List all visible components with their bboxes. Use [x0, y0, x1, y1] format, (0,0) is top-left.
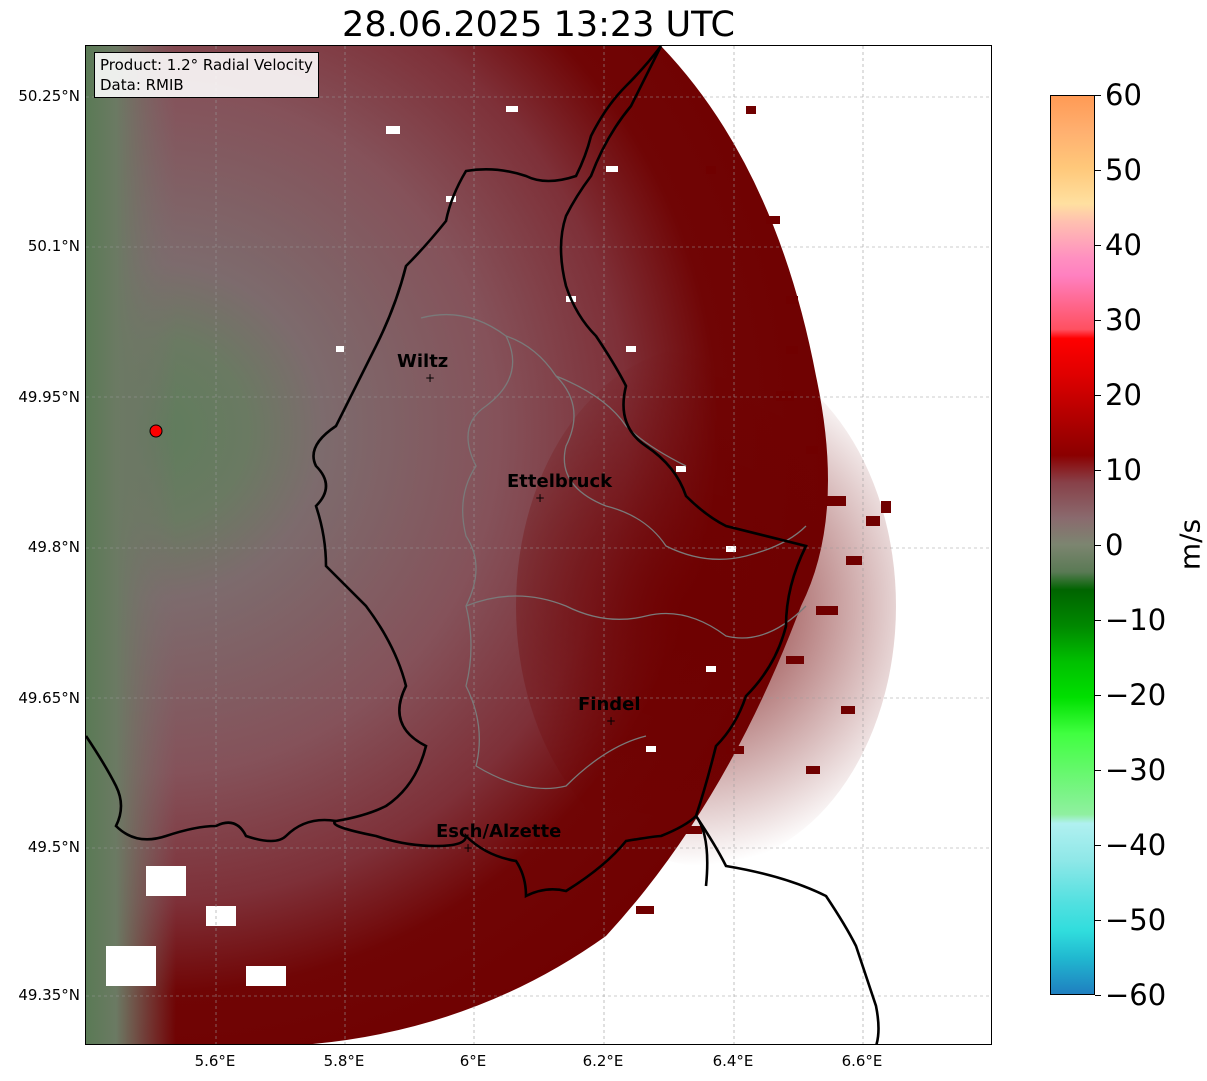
- colorbar-tick-label: −50: [1105, 903, 1167, 937]
- y-tick-label: 49.65°N: [18, 689, 80, 707]
- colorbar-tick-label: −20: [1105, 678, 1167, 712]
- luxembourg-border-west: [312, 46, 709, 899]
- colorbar-tick-label: 0: [1105, 528, 1124, 562]
- colorbar-tick-label: 40: [1105, 228, 1142, 262]
- map-title: 28.06.2025 13:23 UTC: [342, 5, 735, 45]
- canton-borders: [420, 313, 807, 790]
- edge-echo-blocks: [636, 106, 891, 914]
- city-marker-icon: +: [535, 491, 546, 505]
- colorbar-tick-label: −10: [1105, 603, 1167, 637]
- radar-map[interactable]: [85, 45, 992, 1045]
- y-tick-label: 50.1°N: [27, 237, 80, 255]
- colorbar-tick-label: 60: [1105, 78, 1142, 112]
- receding-core: [516, 346, 896, 866]
- colorbar-tick-label: −60: [1105, 978, 1167, 1012]
- y-tick-label: 49.5°N: [27, 838, 80, 856]
- city-label-wiltz: Wiltz: [397, 351, 449, 372]
- france-belgium-border: [86, 735, 337, 843]
- city-label-findel: Findel: [578, 694, 641, 715]
- radar-site-marker: [149, 424, 163, 438]
- x-tick-label: 6°E: [459, 1052, 487, 1070]
- radar-velocity-field: [86, 46, 991, 1044]
- luxembourg-border-east: [559, 46, 880, 1044]
- graticule: [86, 46, 991, 1044]
- colorbar-tick-label: 30: [1105, 303, 1142, 337]
- x-tick-label: 5.6°E: [194, 1052, 236, 1070]
- y-tick-label: 49.8°N: [27, 538, 80, 556]
- y-tick-label: 49.95°N: [18, 388, 80, 406]
- colorbar-tick-label: −30: [1105, 753, 1167, 787]
- x-tick-label: 5.8°E: [323, 1052, 365, 1070]
- product-info-box: Product: 1.2° Radial Velocity Data: RMIB: [94, 52, 319, 98]
- data-source-label: Data: RMIB: [100, 76, 184, 94]
- city-marker-icon: +: [425, 371, 436, 385]
- x-tick-label: 6.6°E: [841, 1052, 883, 1070]
- x-tick-label: 6.2°E: [582, 1052, 624, 1070]
- green-approaching-zone: [86, 46, 386, 1044]
- colorbar-tick-label: 50: [1105, 153, 1142, 187]
- colorbar-tick-label: −40: [1105, 828, 1167, 862]
- x-tick-label: 6.4°E: [712, 1052, 754, 1070]
- colorbar-unit-label: m/s: [1173, 518, 1207, 571]
- velocity-colorbar: [1050, 95, 1095, 995]
- colorbar-tick-label: 10: [1105, 453, 1142, 487]
- y-tick-label: 50.25°N: [18, 87, 80, 105]
- city-label-esch-alzette: Esch/Alzette: [436, 821, 562, 842]
- city-marker-icon: +: [606, 714, 617, 728]
- city-marker-icon: +: [463, 841, 474, 855]
- no-data-speckles: [106, 106, 736, 986]
- city-label-ettelbruck: Ettelbruck: [507, 471, 613, 492]
- colorbar-tick-label: 20: [1105, 378, 1142, 412]
- product-label: Product: 1.2° Radial Velocity: [100, 56, 313, 74]
- y-tick-label: 49.35°N: [18, 986, 80, 1004]
